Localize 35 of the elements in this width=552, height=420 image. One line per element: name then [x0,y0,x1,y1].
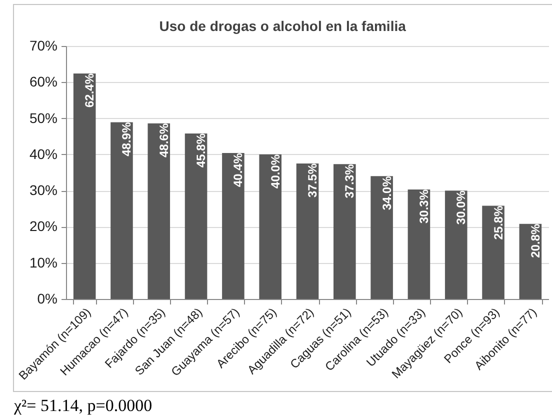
bar [444,190,468,299]
data-label: 62.4% [82,73,97,108]
data-label: 34.0% [380,176,394,210]
y-tick-label: 70% [29,38,58,54]
data-label: 30.3% [416,189,431,224]
data-label: 48.9% [120,122,134,156]
data-label: 30.0% [454,190,468,225]
bar [184,133,208,299]
y-tick-label: 40% [29,146,58,162]
y-tick-label: 30% [29,182,58,198]
bar [482,206,504,299]
data-label: 37.3% [342,164,357,198]
data-label: 20.8% [528,224,542,258]
bar [148,123,170,299]
data-label: 37.5% [306,163,320,198]
text: χ²= 51.14, p=0.0000 [14,396,152,416]
bar [296,163,319,299]
bar [408,189,430,299]
bar [334,164,356,299]
y-tick-label: 0% [37,290,58,306]
bar [370,176,393,299]
y-tick-label: 50% [29,110,58,126]
data-label: 48.6% [156,123,171,158]
data-label: 40.4% [231,152,246,188]
bar [222,152,244,299]
bar [259,154,282,299]
y-tick-label: 60% [29,74,58,90]
chart-title: Uso de drogas o alcohol en la familia [159,18,406,34]
data-label: 45.8% [194,133,208,168]
data-label: 40.0% [268,154,282,188]
y-tick-label: 20% [29,218,58,234]
bar [110,122,133,299]
data-label: 25.8% [491,205,506,240]
y-tick-label: 10% [29,254,58,270]
bar [73,73,96,299]
